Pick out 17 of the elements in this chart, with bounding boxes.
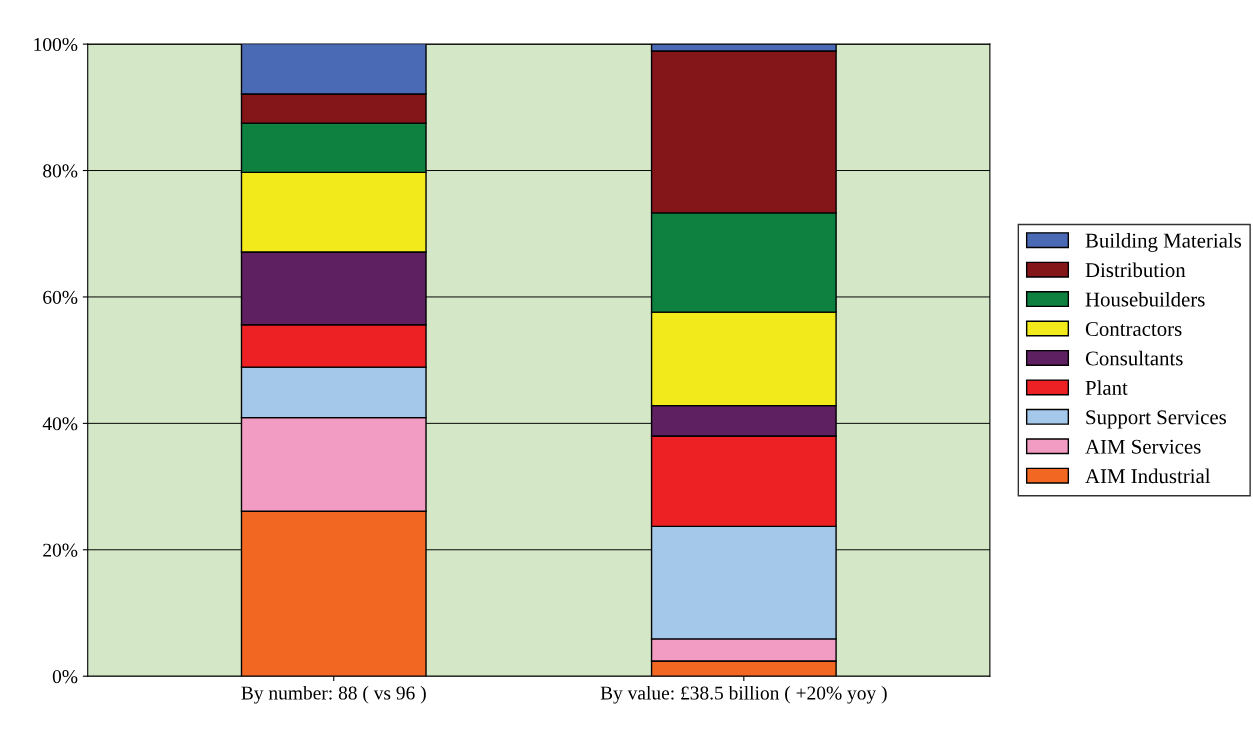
- y-tick-label: 80%: [43, 164, 78, 178]
- legend-label: Consultants: [1085, 350, 1183, 366]
- y-tick-label: 100%: [34, 37, 78, 52]
- y-tick-label: 60%: [43, 290, 78, 304]
- y-tick-label: 20%: [43, 543, 78, 557]
- legend-label: Plant: [1085, 380, 1128, 395]
- legend-label: Building Materials: [1085, 232, 1242, 252]
- legend-label: Distribution: [1085, 262, 1186, 278]
- legend-label: AIM Services: [1085, 439, 1201, 454]
- legend-label: Support Services: [1086, 410, 1227, 429]
- x-tick-label: By value: £38.5 billion ( +20% yoy ): [600, 685, 887, 704]
- legend-label: Contractors: [1085, 322, 1182, 337]
- legend-label: Housebuilders: [1085, 291, 1205, 307]
- y-tick-label: 40%: [42, 417, 78, 431]
- legend-label: AIM Industrial: [1085, 468, 1211, 484]
- x-tick-label: By number: 88 ( vs 96 ): [241, 685, 426, 704]
- y-tick-label: 0%: [52, 670, 78, 684]
